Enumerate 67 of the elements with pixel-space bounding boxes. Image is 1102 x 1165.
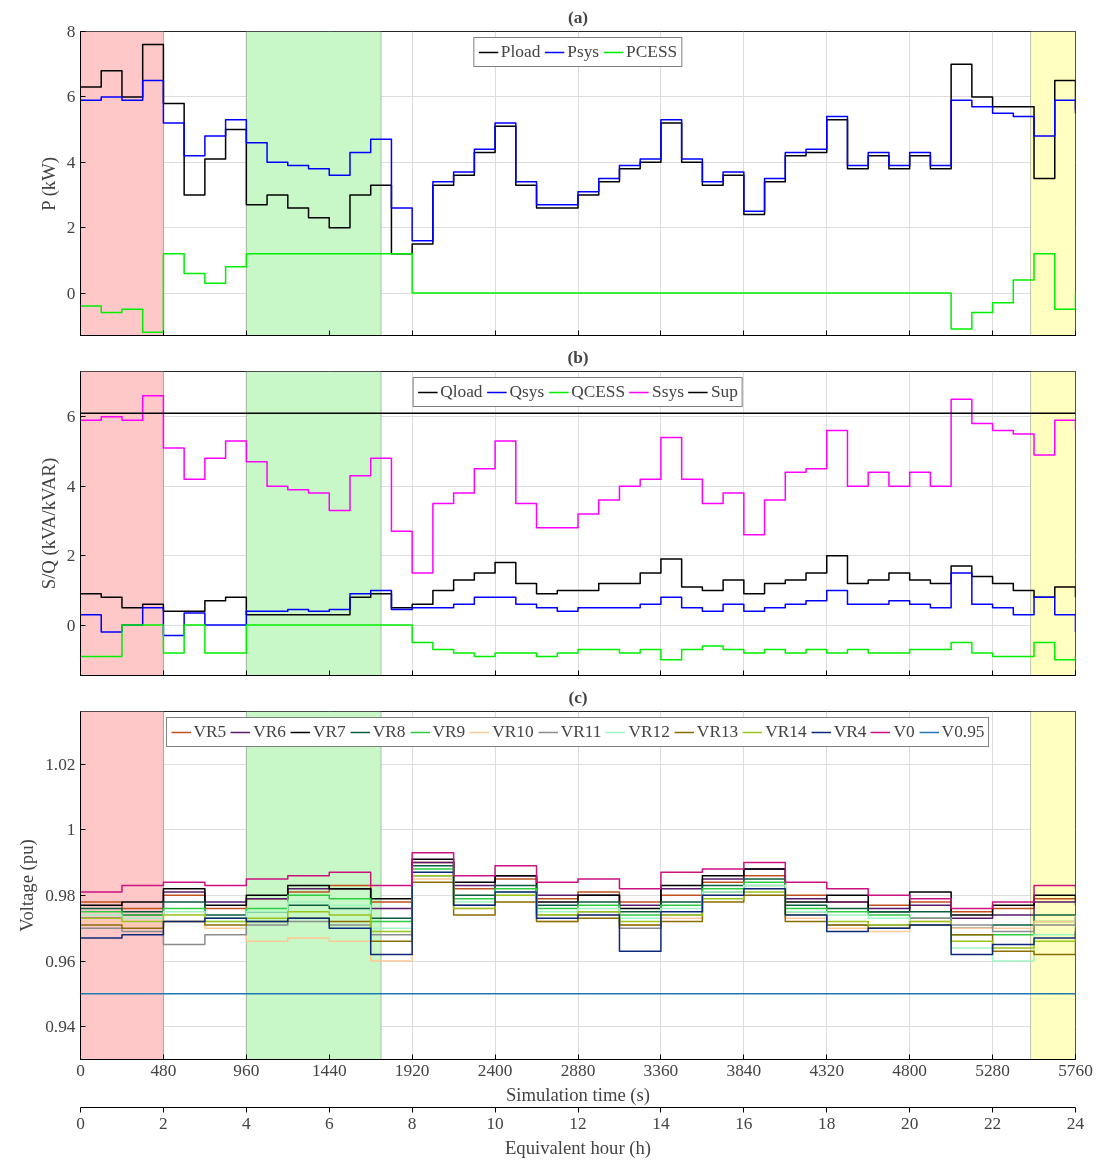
x2-tick-label: 6 — [324, 1113, 334, 1133]
x2-tick-label: 18 — [818, 1113, 836, 1133]
legend-label: Qsys — [509, 382, 545, 402]
y-tick-label: 2 — [66, 218, 76, 238]
legend-label: V0 — [893, 722, 915, 742]
y-tick-label: 0 — [66, 615, 76, 635]
legend-label: VR11 — [560, 722, 602, 742]
x2-tick-label: 10 — [486, 1113, 504, 1133]
x-axis-title: Simulation time (s) — [505, 1083, 651, 1106]
y-tick-label: 0.96 — [45, 951, 76, 971]
y-tick-label: 0.94 — [45, 1017, 76, 1037]
legend-label: PCESS — [626, 42, 678, 62]
y-axis-title: Voltage (pu) — [16, 839, 39, 932]
x2-axis-title: Equivalent hour (h) — [504, 1136, 652, 1159]
x2-tick-label: 4 — [242, 1113, 251, 1133]
x-tick-label: 5280 — [975, 1060, 1010, 1080]
x2-tick-label: 22 — [983, 1113, 1002, 1133]
legend-label: VR7 — [313, 722, 346, 742]
legend-label: Ssys — [652, 382, 684, 402]
y-tick-label: 4 — [66, 476, 76, 496]
x2-tick-label: 20 — [901, 1113, 919, 1133]
chart-title: (b) — [567, 347, 589, 367]
y-tick-label: 4 — [66, 152, 76, 172]
x2-tick-label: 14 — [652, 1113, 670, 1133]
legend-label: V0.95 — [941, 722, 985, 742]
x2-tick-label: 2 — [159, 1113, 168, 1133]
legend-label: VR13 — [696, 722, 739, 742]
legend-label: VR8 — [372, 722, 406, 742]
x2-tick-label: 24 — [1066, 1113, 1085, 1133]
legend-label: VR9 — [432, 722, 466, 742]
y-tick-label: 6 — [66, 87, 76, 107]
y-axis-title: P (kW) — [37, 156, 60, 211]
x-tick-label: 3360 — [643, 1060, 679, 1080]
legend-label: VR4 — [833, 722, 867, 742]
y-tick-label: 6 — [66, 407, 76, 427]
x-tick-label: 1920 — [394, 1060, 430, 1080]
y-tick-label: 0.98 — [45, 885, 76, 905]
x-tick-label: 480 — [150, 1060, 177, 1080]
x-tick-label: 3840 — [726, 1060, 762, 1080]
y-tick-label: 8 — [66, 22, 76, 41]
y-tick-label: 1.02 — [45, 754, 76, 774]
x2-tick-label: 8 — [407, 1113, 417, 1133]
y-axis-title: S/Q (kVA/kVAR) — [37, 457, 60, 590]
y-tick-label: 1 — [66, 820, 76, 840]
x2-tick-label: 12 — [569, 1113, 587, 1133]
chart-title: (c) — [568, 687, 588, 707]
legend-label: VR10 — [492, 722, 534, 742]
legend-label: VR5 — [193, 722, 227, 742]
x-tick-label: 2400 — [477, 1060, 513, 1080]
legend-label: VR12 — [628, 722, 670, 742]
x-tick-label: 4320 — [809, 1060, 845, 1080]
y-tick-label: 0 — [66, 283, 76, 303]
x2-tick-label: 16 — [735, 1113, 753, 1133]
legend-label: QCESS — [571, 382, 626, 402]
legend-label: Sup — [710, 382, 738, 402]
x-tick-label: 1440 — [311, 1060, 347, 1080]
legend-label: VR14 — [765, 722, 807, 742]
legend-label: Qload — [440, 382, 483, 402]
y-tick-label: 2 — [66, 546, 76, 566]
chart-title: (a) — [567, 7, 589, 27]
legend-label: Psys — [567, 42, 600, 62]
x-tick-label: 960 — [233, 1060, 260, 1080]
legend-label: VR6 — [253, 722, 287, 742]
legend-label: Pload — [500, 42, 541, 62]
x-tick-label: 5760 — [1058, 1060, 1093, 1080]
x-tick-label: 4800 — [892, 1060, 927, 1080]
x-tick-label: 2880 — [560, 1060, 596, 1080]
